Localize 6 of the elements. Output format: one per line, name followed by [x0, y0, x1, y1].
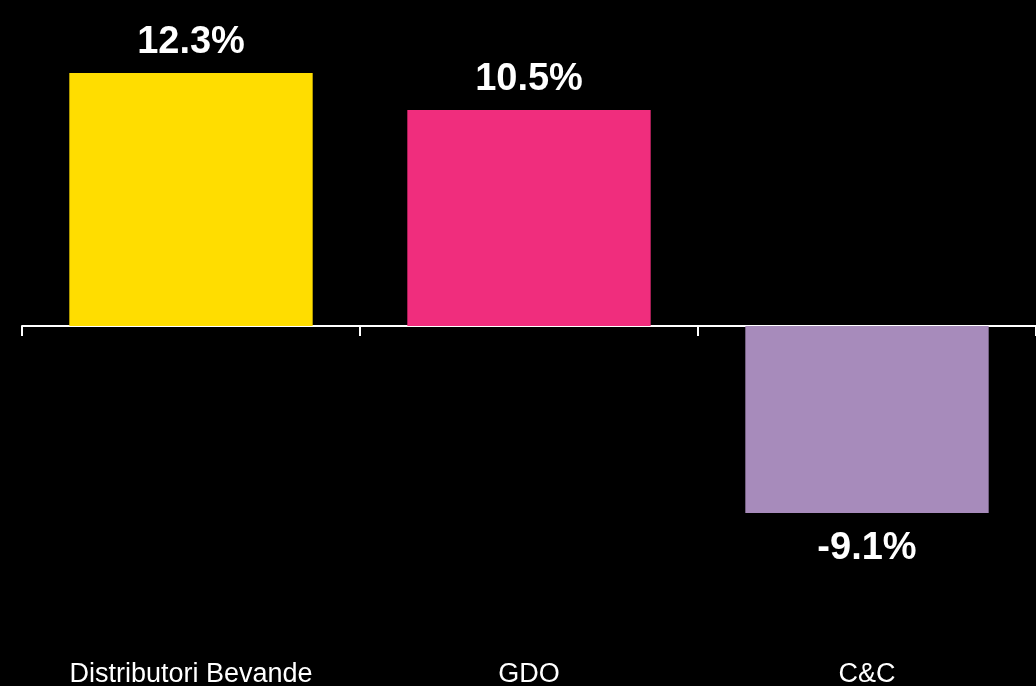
data-label: -9.1% — [817, 525, 917, 567]
x-tick-label: GDO — [498, 657, 560, 686]
x-tick-label: Distributori Bevande — [69, 657, 313, 686]
x-tick-label: C&C — [838, 657, 896, 686]
data-label: 10.5% — [475, 56, 583, 99]
data-label: 12.3% — [137, 19, 245, 61]
